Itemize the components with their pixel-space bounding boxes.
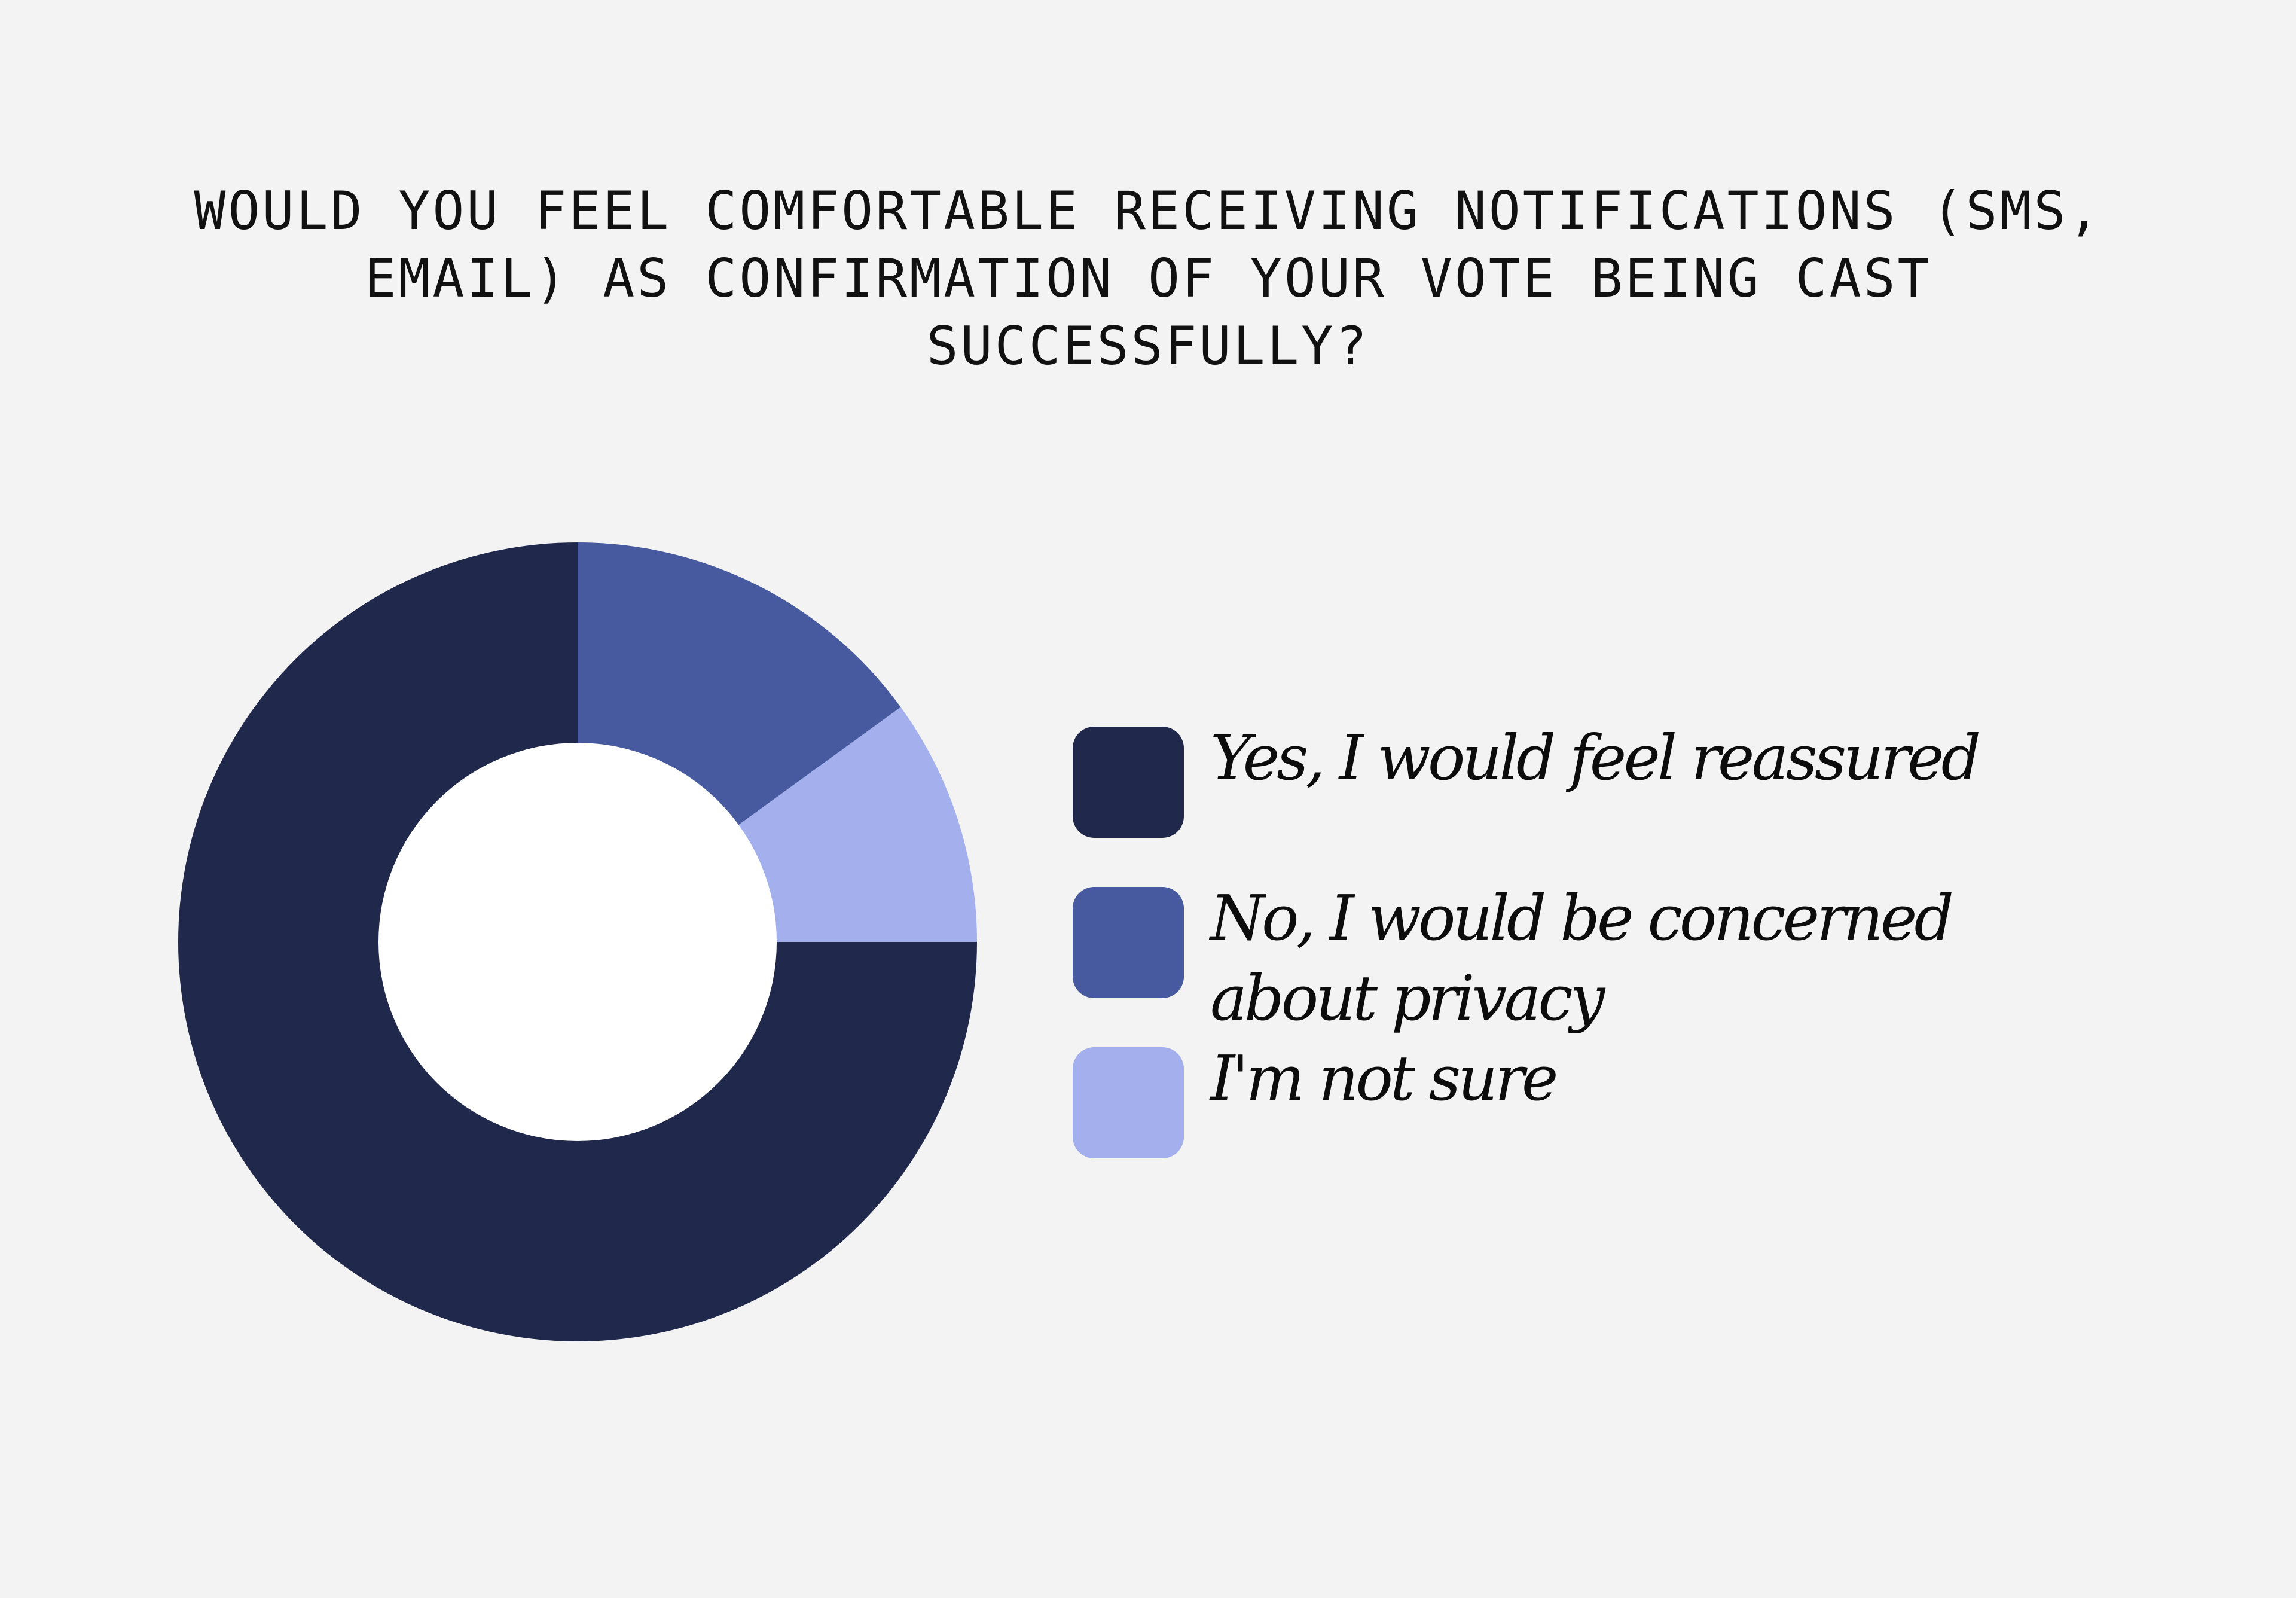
legend-label-no: No, I would be concerned about privacy: [1210, 882, 1954, 1035]
legend-swatch-no: [1073, 887, 1184, 998]
donut-hole: [378, 743, 777, 1141]
legend-swatch-yes: [1073, 727, 1184, 838]
legend-item-not-sure: I'm not sure: [1073, 1038, 2209, 1158]
legend-label-yes: Yes, I would feel reassured: [1210, 721, 1981, 794]
legend-swatch-not-sure: [1073, 1047, 1184, 1158]
chart-title: WOULD YOU FEEL COMFORTABLE RECEIVING NOT…: [194, 180, 2102, 377]
legend-item-no: No, I would be concerned about privacy: [1073, 878, 2209, 1035]
legend-item-yes: Yes, I would feel reassured: [1073, 718, 2209, 838]
legend-label-not-sure: I'm not sure: [1210, 1042, 1558, 1115]
legend: Yes, I would feel reassured No, I would …: [1073, 718, 2209, 1198]
